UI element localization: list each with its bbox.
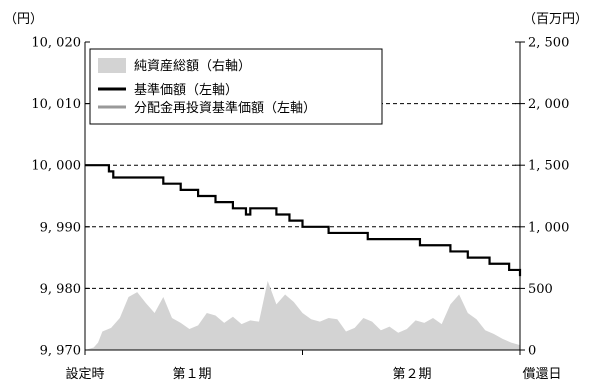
left-tick-label-1: 9, 980	[40, 282, 81, 297]
right-tick-label-3: 1, 500	[528, 159, 569, 174]
x-axis-ticks	[84, 350, 521, 355]
right-tick-label-2: 1, 000	[528, 220, 569, 235]
right-tick-label-1: 500	[528, 282, 553, 297]
net-assets-area	[85, 281, 520, 350]
legend-swatch-net-assets	[98, 58, 126, 73]
left-tick-label-2: 9, 990	[40, 220, 81, 235]
legend-label-nav: 基準価額（左軸）	[134, 82, 238, 98]
grid-lines	[85, 103, 520, 289]
right-tick-label-0: 0	[528, 344, 536, 359]
left-tick-label-0: 9, 970	[40, 344, 81, 359]
right-tick-label-5: 2, 500	[528, 36, 569, 51]
right-axis-unit: （百万円）	[523, 12, 588, 27]
left-tick-label-5: 10, 020	[31, 36, 81, 51]
net-assets-area-layer	[85, 281, 520, 350]
right-tick-label-4: 2, 000	[528, 97, 569, 112]
left-axis-unit: （円）	[4, 12, 43, 27]
x-label-period-1: 第１期	[172, 367, 211, 382]
right-axis-ticks: 0 500 1, 000 1, 500 2, 000 2, 500	[515, 36, 569, 359]
x-label-period-2: 第２期	[392, 367, 431, 382]
left-tick-label-3: 10, 000	[31, 159, 81, 174]
nav-line	[85, 164, 522, 277]
x-label-launch: 設定時	[65, 366, 104, 382]
legend-label-net-assets: 純資産総額（右軸）	[134, 58, 251, 74]
x-label-redemption: 償還日	[522, 367, 561, 382]
legend: 純資産総額（右軸） 基準価額（左軸） 分配金再投資基準価額（左軸）	[89, 48, 383, 125]
legend-label-reinvested-nav: 分配金再投資基準価額（左軸）	[134, 100, 316, 116]
left-axis-ticks: 9, 970 9, 980 9, 990 10, 000 10, 010 10, 020	[31, 36, 90, 359]
left-tick-label-4: 10, 010	[31, 97, 81, 112]
legend-box	[89, 48, 383, 125]
nav-line-layer	[85, 164, 522, 277]
